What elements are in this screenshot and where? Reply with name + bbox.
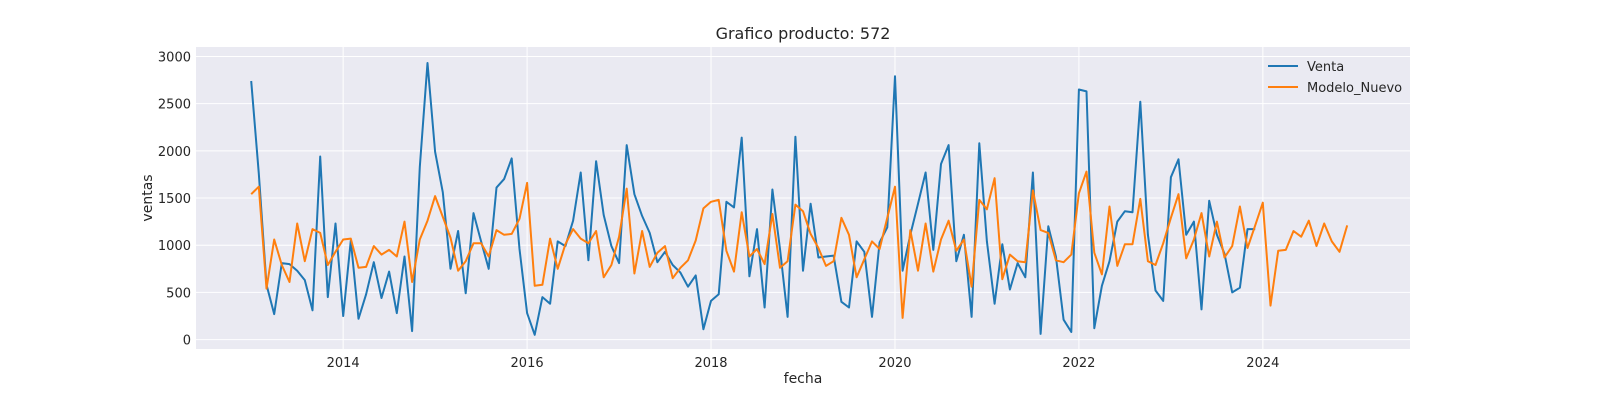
y-tick-label: 1500 [158, 192, 191, 207]
y-axis-label: ventas [140, 174, 156, 221]
legend-label: Venta [1307, 60, 1344, 75]
y-tick-label: 3000 [158, 50, 191, 65]
legend-label: Modelo_Nuevo [1307, 81, 1402, 96]
y-tick-label: 0 [183, 334, 191, 349]
chart-title: Grafico producto: 572 [716, 24, 891, 43]
tick-labels: 2014 2016 2018 2020 2022 2024 0 500 1000 1500 2000… [158, 50, 1279, 371]
y-tick-label: 500 [166, 286, 191, 301]
x-tick-label: 2018 [694, 356, 727, 371]
x-axis-label: fecha [784, 371, 823, 387]
x-tick-label: 2016 [511, 356, 544, 371]
x-tick-label: 2014 [327, 356, 360, 371]
y-tick-label: 2000 [158, 145, 191, 160]
legend: Venta Modelo_Nuevo [1268, 60, 1402, 96]
series-lines [250, 62, 1349, 336]
x-tick-label: 2022 [1062, 356, 1095, 371]
y-tick-label: 1000 [158, 239, 191, 254]
series-line-modelo-nuevo [250, 170, 1349, 319]
y-tick-label: 2500 [158, 98, 191, 113]
x-tick-label: 2024 [1246, 356, 1279, 371]
x-tick-label: 2020 [878, 356, 911, 371]
